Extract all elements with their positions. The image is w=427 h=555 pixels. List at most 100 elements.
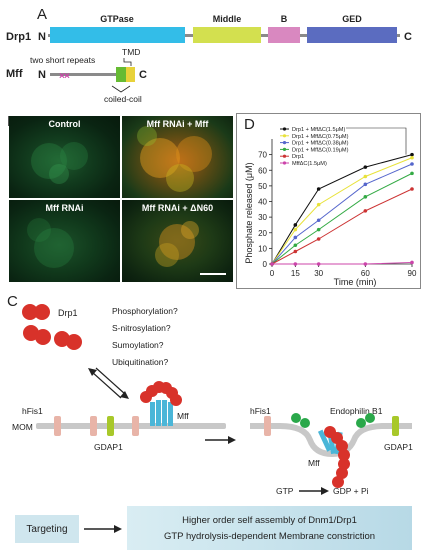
- x-tick-label: 15: [291, 269, 300, 278]
- mff-n-terminus: N: [38, 69, 46, 81]
- y-axis-title: Phosphate released (μM): [244, 162, 254, 263]
- legend-marker: [282, 141, 287, 145]
- tmd-block: [126, 67, 135, 82]
- y-tick-label: 50: [258, 182, 267, 191]
- legend-label: Drp1 + MffΔC(0.75μM): [292, 134, 349, 140]
- result-line-1: Higher order self assembly of Dnm1/Drp1: [182, 514, 357, 526]
- repeats-label: two short repeats: [30, 55, 95, 65]
- modification-1: Phosphorylation?: [112, 306, 178, 316]
- data-point: [293, 249, 298, 254]
- gtp-label: GTP: [276, 486, 294, 496]
- coiled-coil-label: coiled-coil: [104, 94, 142, 104]
- mom-left-membrane: [36, 423, 226, 429]
- middle-domain-label: Middle: [213, 14, 242, 24]
- mff-rnai-mff-label: Mff RNAi + Mff: [146, 119, 209, 129]
- drp1-cytosol-label: Drp1: [58, 308, 78, 318]
- legend-marker: [282, 134, 287, 138]
- modification-2: S-nitrosylation?: [112, 323, 171, 333]
- panel-c-letter: C: [7, 293, 18, 310]
- endophilin-b1-group: [291, 413, 375, 428]
- rescue-signal: [137, 126, 212, 192]
- tmd-label: TMD: [122, 47, 140, 57]
- legend-marker: [282, 154, 287, 158]
- hfis1-left-2: [90, 416, 97, 436]
- legend-marker: [282, 147, 287, 151]
- targeting-box: Targeting: [15, 515, 79, 543]
- gtpase-domain: [50, 27, 185, 43]
- panel-a-letter: A: [37, 6, 48, 23]
- mff-left-label: Mff: [177, 411, 189, 421]
- y-tick-label: 40: [258, 198, 267, 207]
- legend-marker: [282, 161, 287, 165]
- x-tick-label: 0: [270, 269, 275, 278]
- modification-3: Sumoylation?: [112, 340, 164, 350]
- panel-c-diagram: Drp1 Phosphorylation? S-nitrosylation? S…: [12, 304, 413, 533]
- data-point: [410, 155, 414, 160]
- hfis1-right-label: hFis1: [250, 406, 271, 416]
- hfis1-left-3: [132, 416, 139, 436]
- hfis1-left-label: hFis1: [22, 406, 43, 416]
- drp1-dimer-3: [54, 331, 82, 350]
- assembly-result-box: Higher order self assembly of Dnm1/Drp1 …: [127, 506, 412, 550]
- drp1-protein-label: Drp1: [6, 31, 31, 43]
- legend-label: Drp1 + MffΔC(1.5μM): [292, 127, 345, 133]
- data-point: [316, 262, 321, 266]
- x-tick-label: 90: [408, 269, 417, 278]
- mff-rnai-dn60-label: Mff RNAi + ΔN60: [141, 203, 214, 213]
- legend-marker: [282, 127, 287, 131]
- micrograph-mff-rnai-dn60: Mff RNAi + ΔN60: [122, 200, 233, 282]
- mom-label: MOM: [12, 422, 33, 432]
- hydrolysis-arrow-icon: [299, 487, 329, 495]
- data-point: [363, 165, 368, 169]
- y-tick-label: 20: [258, 229, 267, 238]
- y-tick-label: 10: [258, 244, 267, 253]
- dn60-signal: [155, 221, 226, 275]
- panel-d-letter: D: [244, 116, 255, 133]
- gtpase-domain-label: GTPase: [100, 14, 134, 24]
- series-line-1: [271, 157, 413, 265]
- data-point: [293, 262, 298, 266]
- mff-rnai-label: Mff RNAi: [45, 203, 84, 213]
- micrograph-mff-rnai-mff: Mff RNAi + Mff: [122, 116, 233, 198]
- data-point: [363, 195, 368, 199]
- mff-backbone: [50, 73, 132, 76]
- y-tick-label: 60: [258, 166, 267, 175]
- x-axis-title: Time (min): [334, 277, 377, 287]
- flow-arrow-icon: [84, 525, 122, 533]
- y-tick-label: 70: [258, 151, 267, 160]
- data-point: [316, 202, 321, 207]
- data-point: [316, 218, 321, 223]
- b-domain: [268, 27, 300, 43]
- control-label: Control: [48, 119, 81, 129]
- data-point: [316, 187, 321, 191]
- gdap1-right: [392, 416, 399, 436]
- hfis1-left-1: [54, 416, 61, 436]
- coiled-coil-bracket: [111, 85, 131, 93]
- series-line-4: [271, 188, 413, 265]
- recruitment-double-arrow-icon: [88, 367, 129, 399]
- result-line-2: GTP hydrolysis-dependent Membrane constr…: [163, 530, 376, 542]
- data-point: [410, 171, 414, 176]
- data-point: [363, 182, 368, 187]
- data-point: [293, 235, 298, 240]
- legend-label: Drp1: [292, 154, 304, 160]
- data-point: [316, 227, 321, 232]
- legend-label: MffΔC(1.5μM): [292, 161, 327, 167]
- b-domain-label: B: [281, 14, 288, 24]
- coiled-coil-block: [116, 67, 126, 82]
- gdap1-left: [107, 416, 114, 436]
- data-point: [293, 243, 298, 248]
- data-point: [410, 187, 414, 191]
- data-point: [293, 227, 298, 232]
- data-point: [410, 152, 414, 157]
- endophilin-label: Endophilin B1: [330, 406, 383, 416]
- gdap1-left-label: GDAP1: [94, 442, 123, 452]
- drp1-c-terminus: C: [404, 31, 412, 43]
- repeat-mark-2: ×: [64, 71, 70, 82]
- x-tick-label: 60: [361, 269, 370, 278]
- drp1-ring-assembly: [324, 426, 350, 488]
- targeting-label: Targeting: [26, 523, 68, 535]
- legend-label: Drp1 + MffΔC(0.38μM): [292, 141, 349, 147]
- data-point: [293, 223, 298, 227]
- drp1-n-terminus: N: [38, 31, 46, 43]
